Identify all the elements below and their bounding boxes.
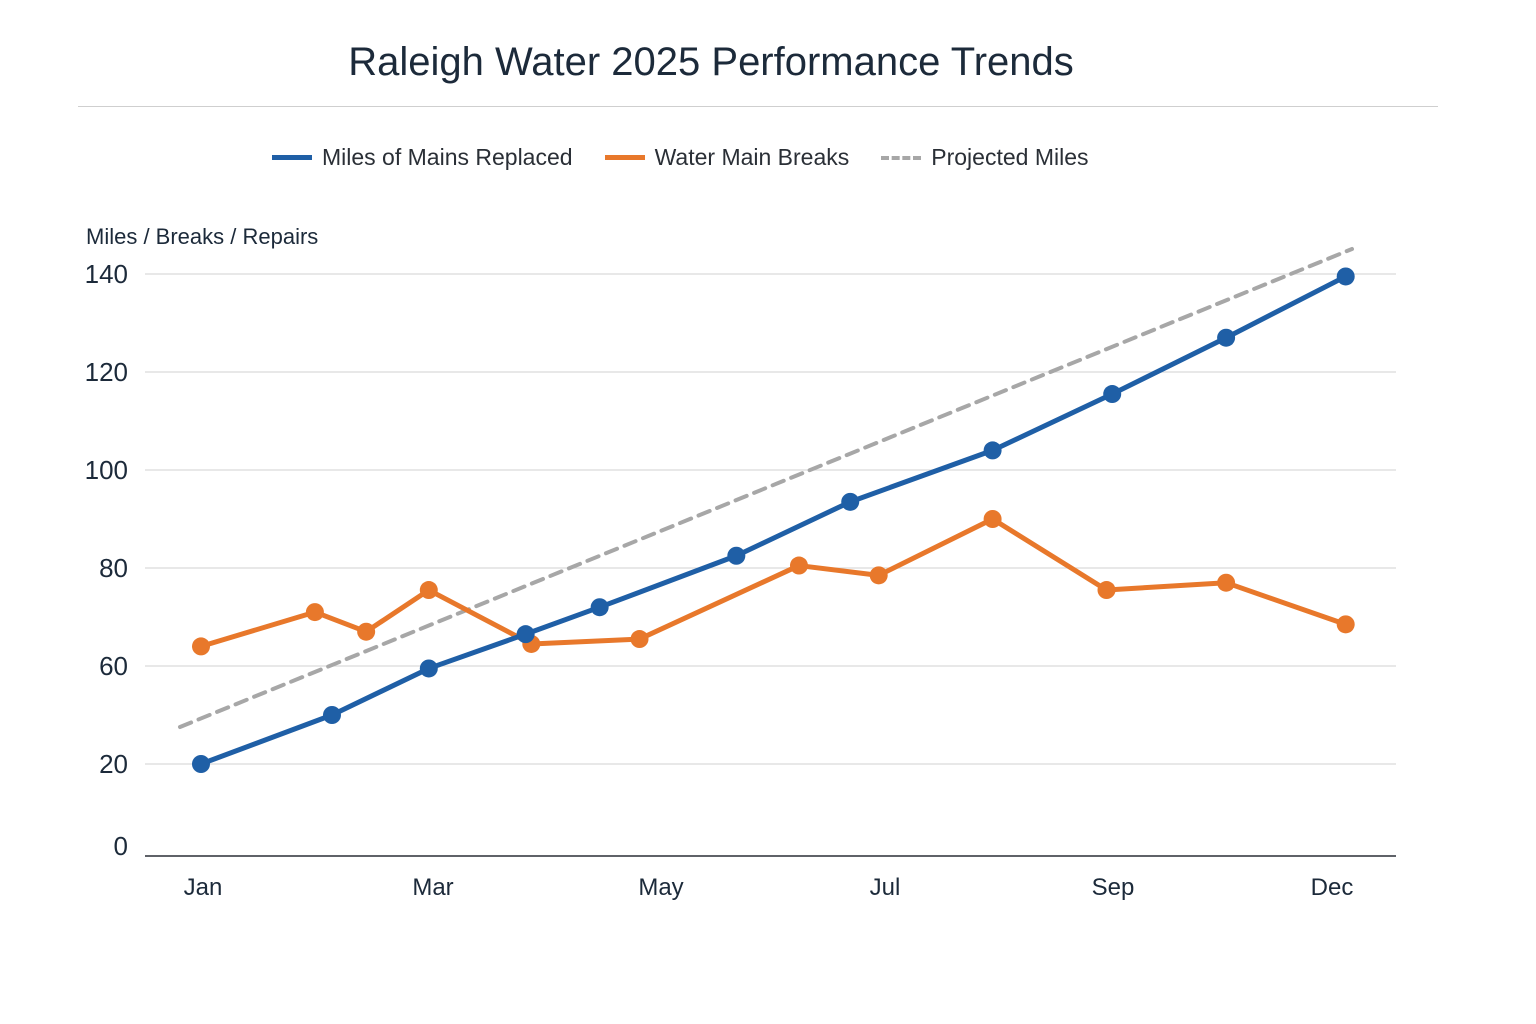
y-axis-label: Miles / Breaks / Repairs (86, 224, 319, 249)
x-tick-label-may: May (638, 874, 683, 901)
x-tick-label-mar: Mar (412, 874, 453, 901)
legend-label-mains-replaced: Miles of Mains Replaced (322, 144, 573, 170)
legend-label-main-breaks: Water Main Breaks (654, 144, 850, 170)
legend-item-mains-replaced: Miles of Mains Replaced (272, 144, 573, 171)
legend-swatch-projected-miles (881, 155, 922, 160)
chart-title: Raleigh Water 2025 Performance Trends (348, 40, 1074, 84)
legend-item-main-breaks: Water Main Breaks (604, 144, 850, 171)
data-point-miles-of-mains-replaced-11 (1336, 267, 1355, 286)
y-tick-label-140: 140 (85, 259, 128, 289)
series-line-water-main-breaks (198, 516, 1349, 649)
legend-label-projected-miles: Projected Miles (931, 144, 1089, 170)
x-tick-label-sep: Sep (1092, 874, 1135, 901)
x-tick-label-jan: Jan (184, 874, 223, 901)
data-point-miles-of-mains-replaced-8 (983, 441, 1002, 460)
x-tick-label-jul: Jul (870, 874, 901, 901)
series-line-projected-miles (178, 247, 1354, 729)
y-tick-label-100: 100 (85, 455, 128, 485)
data-point-miles-of-mains-replaced-4 (516, 625, 535, 644)
x-tick-label-dec: Dec (1311, 874, 1354, 901)
data-point-water-main-breaks-7 (789, 556, 808, 575)
data-point-water-main-breaks-9 (983, 510, 1002, 528)
data-point-water-main-breaks-1 (192, 637, 210, 656)
data-point-miles-of-mains-replaced-3 (419, 659, 438, 678)
data-point-water-main-breaks-2 (305, 603, 324, 622)
data-point-water-main-breaks-12 (1336, 615, 1355, 634)
data-point-miles-of-mains-replaced-10 (1217, 328, 1236, 347)
data-point-miles-of-mains-replaced-1 (192, 755, 210, 773)
data-point-water-main-breaks-6 (630, 630, 649, 649)
legend-swatch-main-breaks (604, 155, 645, 160)
y-tick-label-60: 60 (99, 651, 128, 681)
y-tick-label-80: 80 (99, 553, 128, 583)
data-point-miles-of-mains-replaced-5 (590, 598, 609, 617)
legend-swatch-mains-replaced (272, 155, 312, 160)
data-point-miles-of-mains-replaced-6 (727, 546, 746, 565)
data-point-water-main-breaks-4 (419, 581, 438, 600)
data-point-water-main-breaks-8 (869, 566, 888, 585)
data-point-miles-of-mains-replaced-7 (841, 492, 860, 511)
data-point-water-main-breaks-10 (1097, 581, 1116, 600)
data-point-water-main-breaks-3 (357, 622, 376, 641)
title-divider (78, 106, 1438, 107)
data-point-water-main-breaks-11 (1217, 573, 1236, 592)
data-point-miles-of-mains-replaced-2 (322, 706, 341, 724)
y-tick-label-120: 120 (85, 357, 128, 387)
y-tick-label-0: 0 (114, 831, 128, 861)
legend-item-projected-miles: Projected Miles (881, 144, 1089, 171)
series-line-miles-of-mains-replaced (198, 273, 1349, 767)
legend: Miles of Mains Replaced Water Main Break… (272, 144, 1121, 171)
data-point-miles-of-mains-replaced-9 (1103, 385, 1122, 404)
y-tick-label-20: 20 (99, 749, 128, 779)
